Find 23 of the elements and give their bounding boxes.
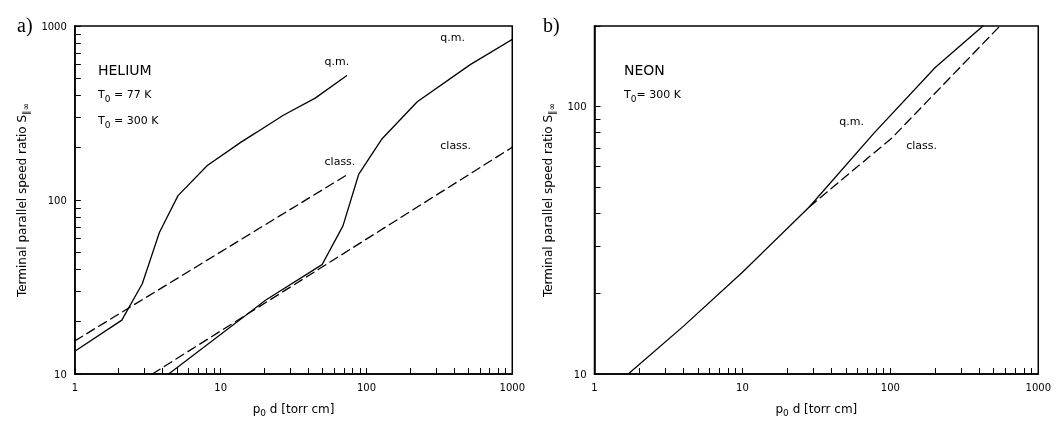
- x-tick-label: 1: [71, 381, 79, 393]
- x-tick-label: 10: [214, 381, 228, 393]
- y-axis-title: Terminal parallel speed ratio S∥∞: [541, 102, 557, 299]
- series-label: q.m.: [839, 114, 864, 128]
- series-label: q.m.: [440, 30, 465, 44]
- chart-title: b): [543, 14, 560, 37]
- y-tick-label: 100: [47, 194, 67, 206]
- x-tick-label: 10: [736, 381, 749, 393]
- annotation: HELIUM: [98, 62, 152, 78]
- x-tick-label: 1: [591, 381, 598, 393]
- series-label: class.: [906, 139, 938, 153]
- x-tick-label: 1000: [1025, 381, 1051, 393]
- x-tick-label: 1000: [499, 381, 525, 393]
- series-label: class.: [440, 138, 472, 152]
- chart-title: a): [17, 14, 33, 37]
- x-tick-label: 100: [880, 381, 900, 393]
- series-label: q.m.: [324, 55, 350, 69]
- y-tick-label: 1000: [41, 20, 67, 32]
- annotation: NEON: [624, 62, 665, 78]
- y-axis-title: Terminal parallel speed ratio S∥∞: [15, 102, 31, 299]
- x-tick-label: 100: [356, 381, 377, 393]
- y-tick-label: 10: [54, 368, 67, 380]
- series-label: class.: [324, 154, 356, 168]
